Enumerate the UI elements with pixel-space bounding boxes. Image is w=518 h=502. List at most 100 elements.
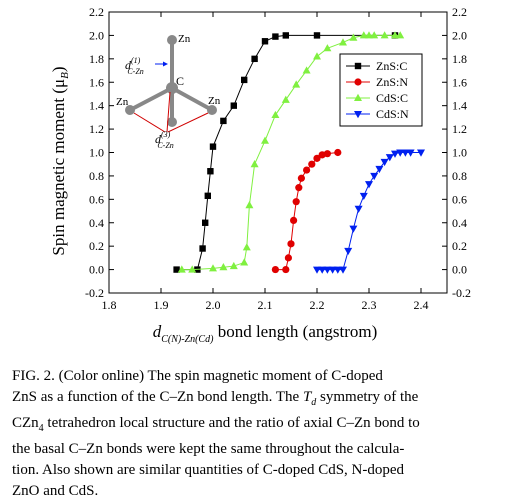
data-point <box>292 198 300 206</box>
series-line <box>317 152 421 271</box>
y-tick-label-right: 1.8 <box>452 52 467 66</box>
y-tick-label-left: 1.0 <box>89 146 104 160</box>
basal-bond-left <box>129 86 173 112</box>
data-point <box>406 149 415 157</box>
data-point <box>375 165 384 174</box>
figure-caption: FIG. 2. (Color online) The spin magnetic… <box>12 366 512 502</box>
y-tick-label-left: 1.6 <box>89 75 104 89</box>
series-line <box>176 34 395 271</box>
zn-atom-right <box>207 105 217 115</box>
data-point <box>318 266 327 274</box>
data-point <box>272 33 279 40</box>
data-point <box>380 158 389 167</box>
data-point <box>240 258 249 266</box>
data-point <box>370 31 379 39</box>
data-point <box>219 263 228 271</box>
data-point <box>313 154 321 162</box>
data-point <box>261 136 269 144</box>
data-point <box>391 150 399 158</box>
data-point <box>349 225 358 233</box>
y-tick-label-left: -0.2 <box>85 286 104 300</box>
x-tick-label: 2.1 <box>258 298 273 312</box>
data-point <box>313 52 321 60</box>
basal-bond-right <box>171 86 213 112</box>
data-point <box>282 265 290 274</box>
legend: ZnS:C ZnS:N CdS:C CdS:N <box>339 53 423 127</box>
data-point <box>250 160 259 168</box>
ticks-group: 1.8 1.9 2.0 2.1 2.2 2.3 2.4 -0.2 -0.2 0.0 0.0 0.2 0.… <box>85 5 471 312</box>
data-point <box>323 266 332 274</box>
data-point <box>323 44 332 52</box>
data-point <box>261 38 269 45</box>
data-point <box>188 265 197 273</box>
data-point <box>334 148 342 157</box>
y-tick-label-right: 1.4 <box>452 99 467 113</box>
data-point <box>339 266 347 274</box>
spin-moment-chart: 1.8 1.9 2.0 2.1 2.2 2.3 2.4 -0.2 -0.2 0.0 0.0 0.2 0.… <box>49 5 471 345</box>
data-point <box>173 266 180 273</box>
y-tick-label-right: 2.2 <box>452 5 467 19</box>
y-tick-label-right: 1.0 <box>452 146 467 160</box>
data-point <box>271 265 279 274</box>
caption-line-2: ZnS as a function of the C–Zn bond lengt… <box>12 389 419 408</box>
y-tick-label-right: 0.0 <box>452 263 467 277</box>
data-point <box>245 200 254 209</box>
legend-marker <box>354 111 362 119</box>
data-point <box>365 31 373 39</box>
data-point <box>359 31 368 39</box>
series-cds-n <box>313 149 425 274</box>
zn-atom-top <box>167 35 177 45</box>
c-label: C <box>176 74 184 88</box>
data-point <box>396 149 405 157</box>
legend-marker <box>354 78 362 86</box>
y-tick-label-right: 1.2 <box>452 122 467 136</box>
series-group <box>173 31 425 274</box>
basal-arrow-left <box>133 112 166 133</box>
data-point <box>349 33 358 41</box>
data-point <box>282 32 289 39</box>
data-point <box>313 266 321 274</box>
y-tick-label-left: 2.0 <box>89 28 104 42</box>
y-tick-label-right: 0.4 <box>452 216 467 230</box>
data-point <box>359 192 368 201</box>
data-point <box>251 55 258 63</box>
data-point <box>303 166 311 174</box>
legend-label: CdS:C <box>376 91 408 105</box>
x-tick-label: 2.0 <box>206 298 221 312</box>
data-point <box>308 160 316 168</box>
tetrahedron-inset: Zn Zn Zn C d(1) C-Zn d(3) C-Zn <box>116 33 221 150</box>
data-point <box>202 219 209 226</box>
y-tick-label-left: 1.4 <box>89 99 104 113</box>
y-tick-label-left: 1.2 <box>89 122 104 136</box>
y-tick-label-left: 0.6 <box>89 192 104 206</box>
data-point <box>220 117 227 125</box>
data-point <box>207 168 214 175</box>
y-tick-label-left: 0.4 <box>89 216 104 230</box>
data-point <box>365 181 373 189</box>
data-point <box>271 110 280 119</box>
data-point <box>292 80 301 88</box>
data-point <box>323 150 331 158</box>
series-cds-c <box>177 31 405 273</box>
caption-line-4: the basal C–Zn bonds were kept the same … <box>12 441 405 457</box>
data-point <box>209 264 217 272</box>
zn-atom-left <box>125 105 135 115</box>
data-point <box>339 38 347 46</box>
x-axis-title: dC(N)-Zn(Cd) bond length (angstrom) <box>153 322 378 345</box>
data-point <box>230 102 237 109</box>
data-point <box>385 154 394 162</box>
data-point <box>297 174 305 182</box>
legend-label: CdS:N <box>376 107 409 121</box>
y-tick-label-left: 0.0 <box>89 263 104 277</box>
caption-line-3: CZn4 tetrahedron local structure and the… <box>12 415 420 434</box>
data-point <box>302 66 311 74</box>
data-point <box>241 76 248 84</box>
data-point <box>287 240 295 248</box>
y-tick-label-left: 2.2 <box>89 5 104 19</box>
x-tick-label: 1.9 <box>154 298 169 312</box>
y-tick-label-left: 0.2 <box>89 239 104 253</box>
x-tick-label: 2.4 <box>414 298 429 312</box>
y-tick-label-right: -0.2 <box>452 286 471 300</box>
y-tick-label-right: 0.8 <box>452 169 467 183</box>
axial-distance-label: d(1) C-Zn <box>125 56 144 76</box>
